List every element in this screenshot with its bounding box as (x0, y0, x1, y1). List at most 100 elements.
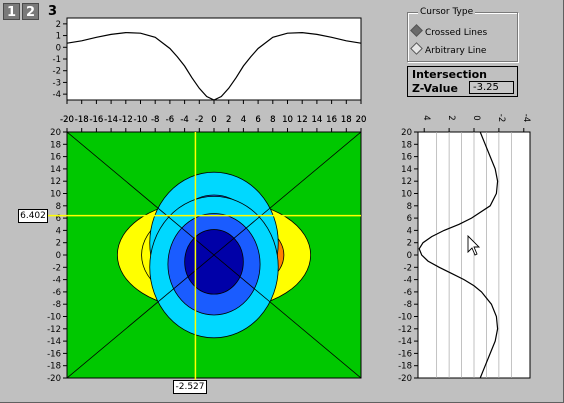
x-tick-label: -16 (89, 115, 103, 125)
arbitrary-line-radio[interactable]: Arbitrary Line (410, 42, 487, 58)
profile-plot-area (66, 17, 362, 101)
x-tick-label: 18 (341, 115, 352, 125)
x-tick-label: 0 (211, 115, 216, 125)
contour-plot[interactable]: -20 -18 -16 -14 -12 -10 -8 -6 -4 -2 0 2 4 6 8 10 12 14 16 1… (47, 115, 366, 384)
tab-2[interactable]: 2 (22, 3, 39, 20)
x-tick-label: 16 (326, 115, 337, 125)
y-tick-label: 4 (56, 226, 61, 236)
radio-diamond-icon (410, 42, 423, 55)
y-tick-label: 0 (56, 43, 61, 53)
x-tick-label: -14 (104, 115, 118, 125)
y-tick-label: -20 (47, 374, 61, 384)
y-tick-label: -14 (47, 337, 61, 347)
profile-curve (66, 31, 362, 101)
y-tick-label: -6 (404, 288, 412, 298)
x-tick-label: -16 (89, 115, 103, 125)
x-tick-label: 12 (297, 115, 308, 125)
x-tick-label: 10 (282, 115, 293, 125)
y-tick-label: 8 (56, 202, 61, 212)
y-tick-label: -16 (47, 349, 61, 359)
mouse-pointer-icon (467, 234, 481, 256)
x-tick-label: -10 (134, 115, 148, 125)
negative-lobe-b-2 (184, 229, 244, 295)
y-tick-label: -2 (53, 67, 61, 77)
y-tick-label: 14 (401, 165, 412, 175)
radio-diamond-icon (410, 24, 423, 37)
y-tick-label: 2 (56, 20, 61, 30)
x-tick-label: -4 (180, 115, 188, 125)
y-tick-label: 12 (50, 177, 61, 187)
zero-contour-diagonal (67, 132, 361, 378)
y-tick-label: 2 (407, 239, 412, 249)
y-tick-label: 16 (401, 153, 412, 163)
y-tick-label: -8 (404, 300, 412, 310)
intersection-title: Intersection (412, 68, 488, 81)
z-value-field[interactable]: -3.25 (469, 81, 514, 94)
y-tick-label: -14 (398, 337, 412, 347)
contour-fills (67, 132, 361, 378)
crossed-lines-radio[interactable]: Crossed Lines (410, 24, 487, 40)
y-tick-label: -8 (53, 300, 61, 310)
x-tick-label: 16 (326, 115, 337, 125)
x-tick-label: 4 (241, 115, 246, 125)
x-tick-label: 4 (241, 115, 246, 125)
y-tick-label: 6 (56, 214, 61, 224)
y-tick-label: 1 (56, 32, 61, 42)
arbitrary-line-label: Arbitrary Line (425, 46, 487, 56)
vertical-profile-curve (418, 131, 499, 379)
y-tick-label: -4 (53, 90, 61, 100)
cursor-type-group: Cursor Type Crossed Lines Arbitrary Line (407, 7, 518, 62)
x-tick-label: 0 (211, 115, 216, 125)
y-tick-label: -4 (404, 276, 412, 286)
x-tick-label: -6 (166, 115, 174, 125)
y-tick-label: 12 (401, 177, 412, 187)
x-tick-label: 0 (471, 115, 481, 120)
y-tick-label: -10 (398, 313, 412, 323)
frame-number: 3 (48, 4, 58, 19)
y-tick-label: 0 (56, 251, 61, 261)
y-tick-label: -20 (398, 374, 412, 384)
x-tick-label: -8 (151, 115, 159, 125)
horizontal-profile-plot: 210-1-2-3-4-20 -18 -16 -14 -12 -10 -8 -6 -4 -2 0 2 4… (53, 17, 366, 125)
x-tick-label: -8 (151, 115, 159, 125)
x-tick-label: 14 (311, 115, 322, 125)
y-tick-label: -10 (47, 313, 61, 323)
tab-1[interactable]: 1 (3, 3, 20, 20)
x-tick-label: -10 (134, 115, 148, 125)
y-tick-label: 4 (407, 226, 412, 236)
cursor-y-readout[interactable]: 6.402 (18, 209, 48, 223)
y-tick-label: 18 (50, 140, 61, 150)
cursor-x-readout[interactable]: -2.527 (173, 380, 207, 394)
x-tick-label: 10 (282, 115, 293, 125)
x-tick-label: -2 (496, 114, 506, 122)
x-tick-label: 8 (270, 115, 275, 125)
y-tick-label: 8 (407, 202, 412, 212)
x-tick-label: -12 (119, 115, 133, 125)
y-tick-label: -4 (53, 276, 61, 286)
x-tick-label: 8 (270, 115, 275, 125)
x-tick-label: -2 (195, 115, 203, 125)
y-tick-label: -6 (53, 288, 61, 298)
y-tick-label: -12 (47, 325, 61, 335)
y-tick-label: 20 (401, 128, 412, 138)
x-tick-label: 2 (226, 115, 231, 125)
y-tick-label: 0 (407, 251, 412, 261)
y-tick-label: 14 (50, 165, 61, 175)
vertical-profile-plot: 4 2 0 -2 -420181614121086420-2-4-6-8-10-12-1… (398, 114, 531, 384)
x-tick-label: 14 (311, 115, 322, 125)
y-tick-label: -18 (47, 362, 61, 372)
x-tick-label: 20 (356, 115, 367, 125)
cursor-type-title: Cursor Type (418, 7, 476, 17)
y-tick-label: 6 (407, 214, 412, 224)
y-tick-label: -18 (398, 362, 412, 372)
y-tick-label: 20 (50, 128, 61, 138)
intersection-panel: Intersection Z-Value -3.25 (407, 66, 518, 97)
x-tick-label: -2 (195, 115, 203, 125)
x-tick-label: -18 (75, 115, 89, 125)
x-tick-label: -14 (104, 115, 118, 125)
x-tick-label: 2 (226, 115, 231, 125)
x-tick-label: 18 (341, 115, 352, 125)
y-tick-label: -1 (53, 55, 61, 65)
x-tick-label: -4 (180, 115, 188, 125)
